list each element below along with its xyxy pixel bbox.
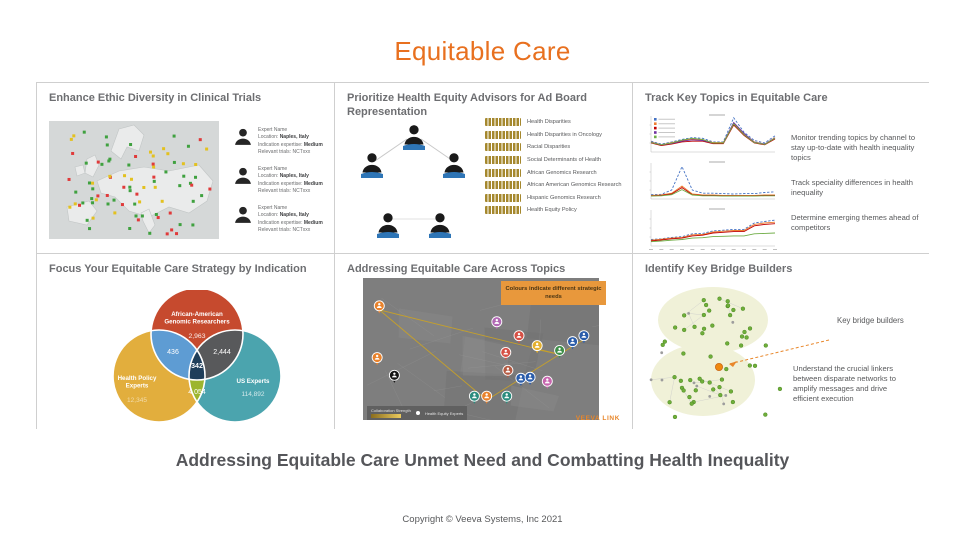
bridge-description: Understand the crucial linkers between d… [793,364,896,404]
expert-entry: Expert Name Location: Naples, Italy Indi… [233,205,323,234]
panel-bridge-builders: Identify Key Bridge Builders Key bridge … [633,254,930,429]
topic-row: Racial Disparities [485,141,622,154]
us-map [363,278,632,423]
topic-row: Social Determinants of Health [485,154,622,167]
legend-gradient-bar [371,414,401,418]
topic-bar [485,193,521,202]
topic-row: Hispanic Genomics Research [485,192,622,205]
topic-bar [485,156,521,165]
insight-bullet: Monitor trending topics by channel to st… [791,133,916,163]
venn-value-b: 12,345 [127,397,147,404]
svg-text:African-American: African-American [171,311,223,318]
trend-chart-channels [649,114,776,153]
venn-value-a: 2,963 [188,333,205,340]
topic-row: Health Equity Policy [485,204,622,217]
panel-title: Track Key Topics in Equitable Care [645,92,828,104]
slide-subtitle: Addressing Equitable Care Unmet Need and… [175,450,790,470]
copyright: Copyright © Veeva Systems, Inc 2021 [402,514,563,525]
expert-entry: Expert Name Location: Naples, Italy Indi… [233,166,323,195]
insight-bullet: Track speciality differences in health i… [791,178,913,198]
person-icon [233,166,253,186]
advisor-icons [349,123,479,245]
strategy-callout: Colours indicate different strategic nee… [501,281,606,306]
network-graph [649,287,830,420]
venn-value-ab: 436 [167,349,179,356]
topic-row: Health Disparities [485,116,622,129]
trend-chart-specialities [649,161,776,200]
trend-charts [641,113,781,253]
panel-clinical-trials: Enhance Ethic Diversity in Clinical Tria… [37,83,334,253]
svg-text:US Experts: US Experts [236,378,270,385]
key-bridge-label: Key bridge builders [837,316,904,325]
insight-bullets: Monitor trending topics by channel to st… [791,133,925,248]
panel-across-topics: Addressing Equitable Care Across Topics … [335,254,632,429]
venn-diagram: African-American Genomic Researchers 2,9… [112,290,282,423]
europe-map [49,121,219,239]
advisor-icon [429,213,451,238]
panel-track-topics: Track Key Topics in Equitable Care Monit… [633,83,930,253]
expert-location-dots [67,130,212,236]
venn-value-bc: 4,054 [188,389,206,396]
panel-strategy: Focus Your Equitable Care Strategy by In… [37,254,334,429]
panel-title: Prioritize Health Equity Advisors for Ad… [347,92,587,119]
legend-dot-icon [415,411,420,415]
expert-name: Expert Name [258,127,288,133]
venn-value-ac: 2,444 [213,349,231,356]
panel-title: Addressing Equitable Care Across Topics [347,263,566,275]
advisor-connectors [374,138,454,220]
topic-bar [485,168,521,177]
panel-title: Enhance Ethic Diversity in Clinical Tria… [49,92,262,104]
insight-bullet: Determine emerging themes ahead of compe… [791,213,919,233]
advisor-icon [361,153,383,178]
topic-bar [485,118,521,127]
topic-row: African American Genomics Research [485,179,622,192]
venn-value-center: 342 [191,363,203,370]
brand-wordmark: VEEVA LINK [575,415,620,422]
expert-name: Expert Name [258,166,288,172]
topic-list: Health Disparities Health Disparities in… [485,116,622,217]
topic-row: Health Disparities in Oncology [485,129,622,142]
svg-text:Health Policy: Health Policy [118,375,157,382]
topic-bar [485,206,521,215]
topic-bar [485,143,521,152]
expert-entry: Expert Name Location: Naples, Italy Indi… [233,127,323,156]
advisor-icon [377,213,399,238]
trend-chart-themes [649,208,777,250]
page-title: Equitable Care [394,36,571,66]
topic-bar [485,130,521,139]
advisor-icon [443,153,465,178]
svg-text:Genomic Researchers: Genomic Researchers [164,319,230,326]
venn-value-c: 114,892 [241,391,264,398]
person-icon [233,127,253,147]
svg-text:Experts: Experts [126,383,149,390]
topic-row: African Genomics Research [485,166,622,179]
panel-advisors: Prioritize Health Equity Advisors for Ad… [335,83,632,253]
advisor-icon [403,125,425,150]
topic-bar [485,181,521,190]
expert-name: Expert Name [258,205,288,211]
expert-list: Expert Name Location: Naples, Italy Indi… [233,127,323,244]
panel-grid: Enhance Ethic Diversity in Clinical Tria… [36,82,930,429]
map-legend: Collaboration Strength Health Equity Exp… [367,406,468,420]
person-icon [233,205,253,225]
panel-title: Identify Key Bridge Builders [645,263,793,275]
panel-title: Focus Your Equitable Care Strategy by In… [49,263,307,275]
